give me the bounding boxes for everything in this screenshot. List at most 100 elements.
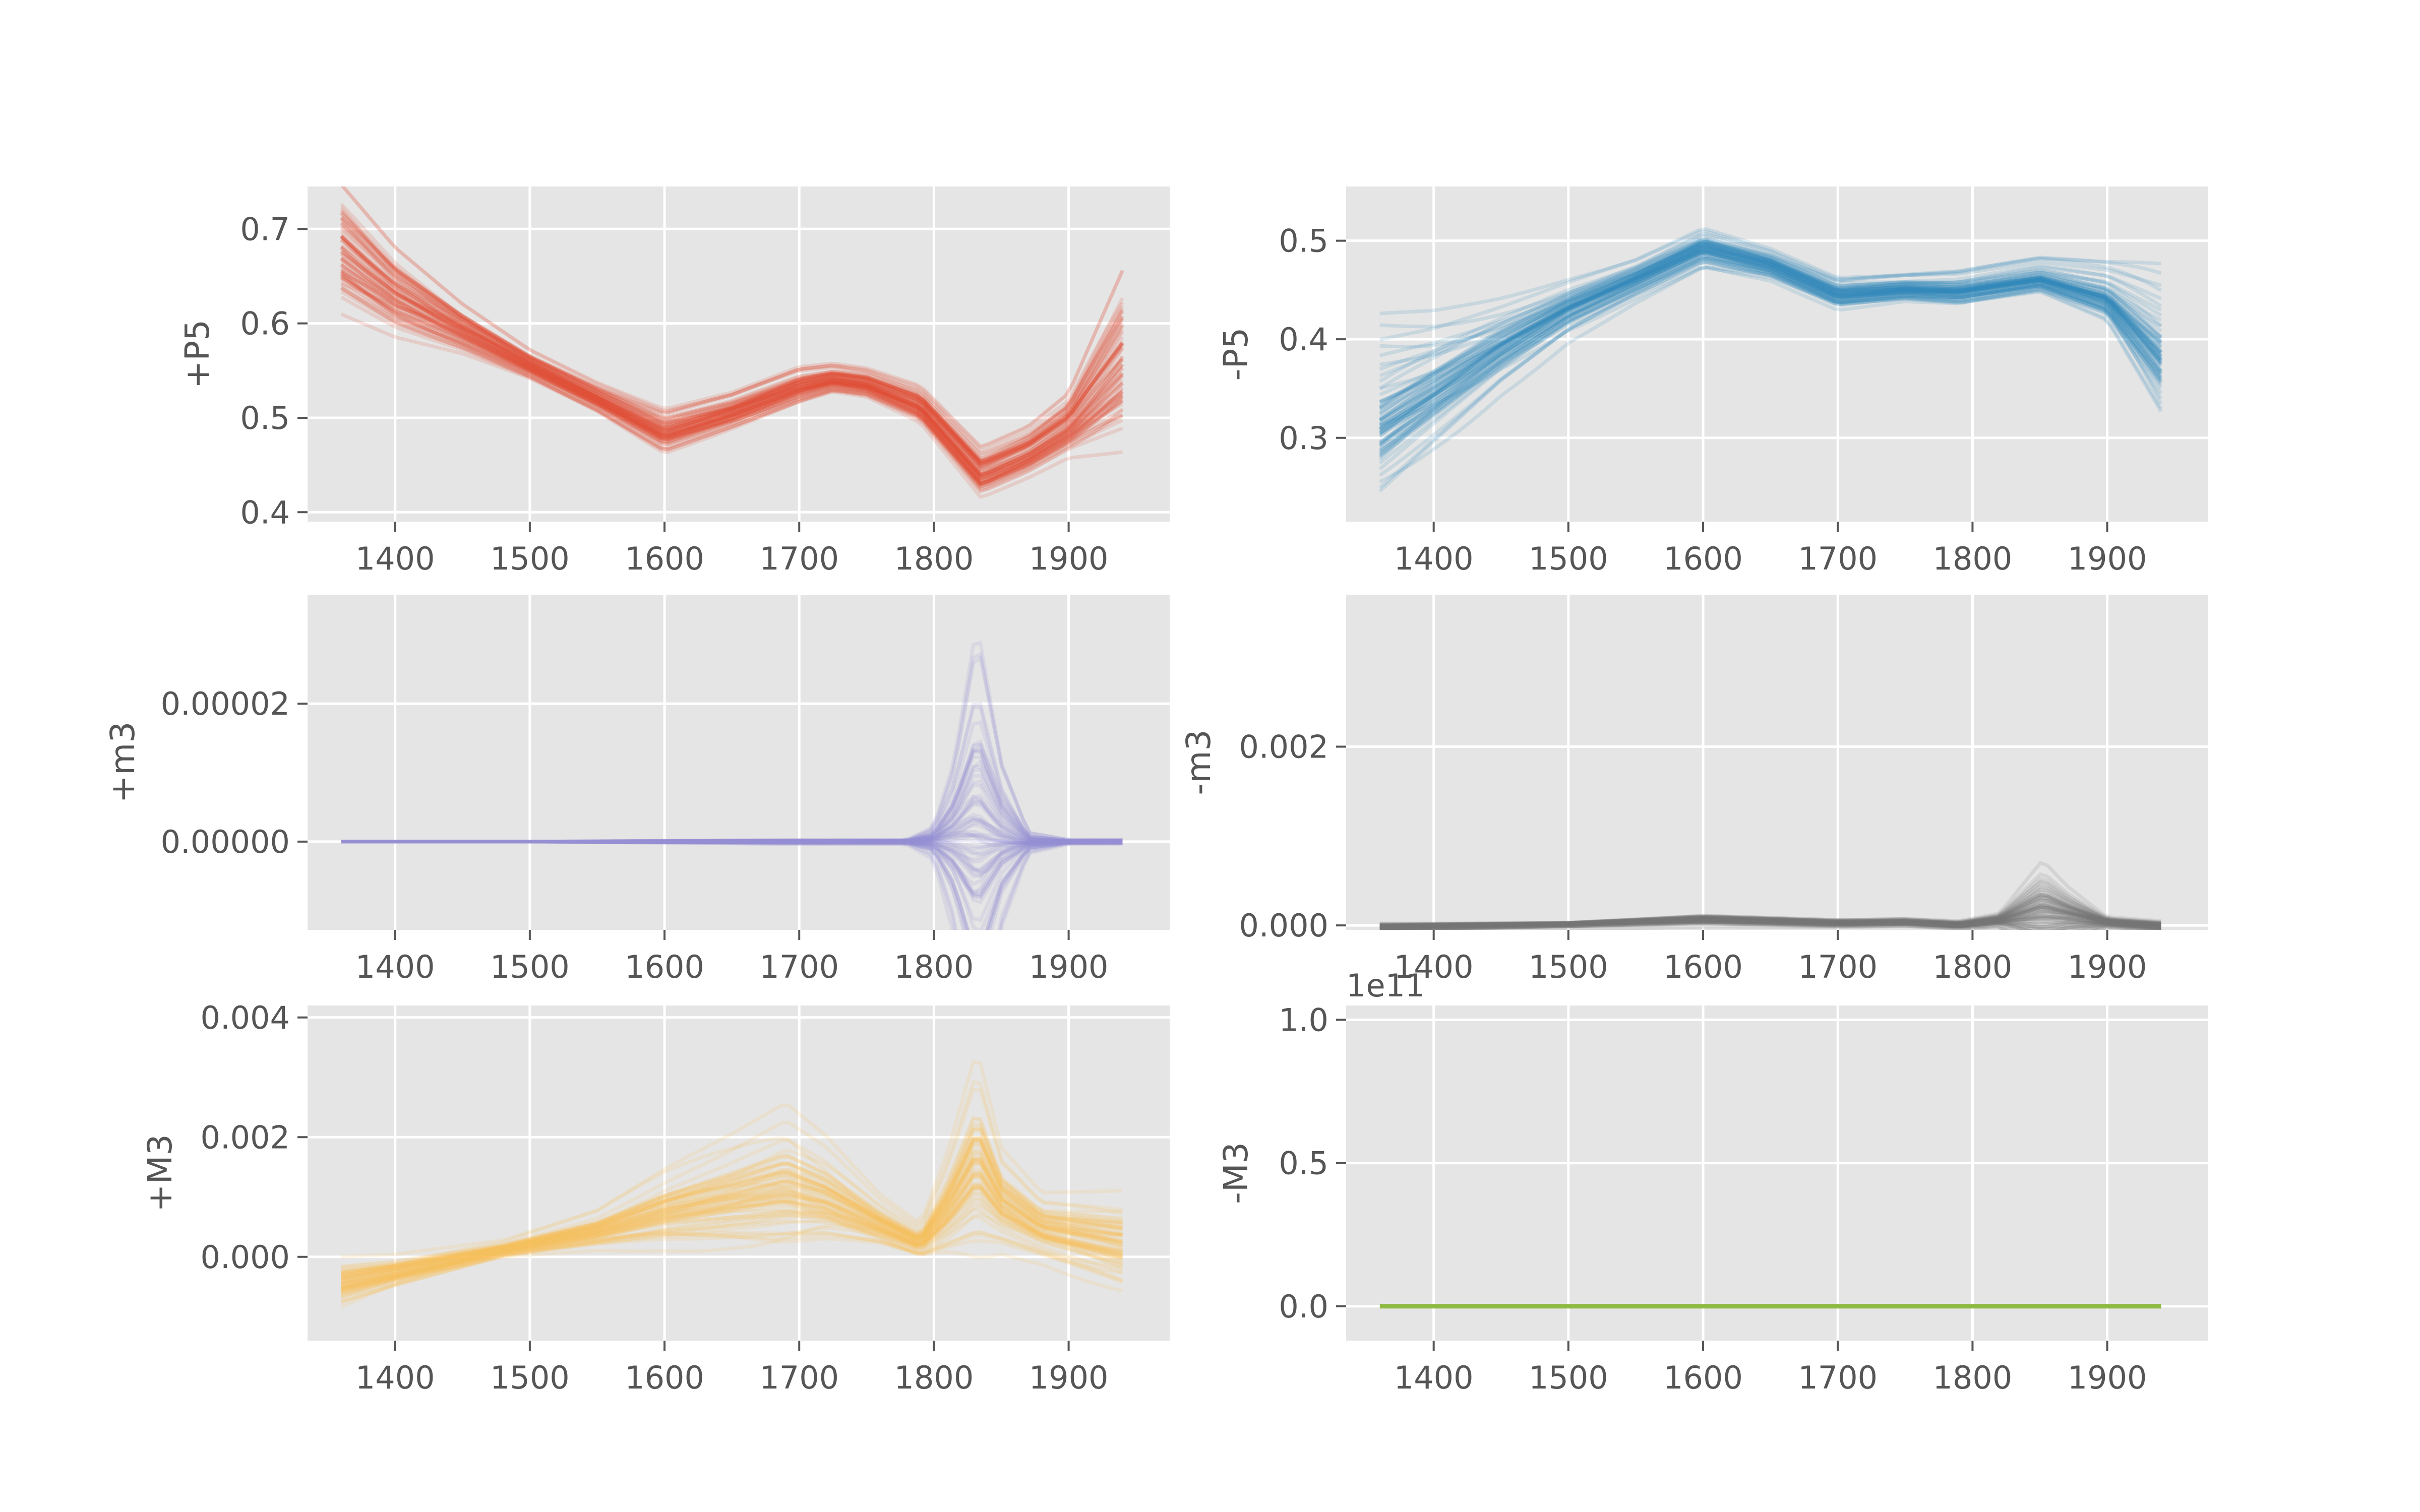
trace [1378,240,2163,432]
trace [1379,906,2161,928]
trace [341,748,1123,844]
trace [1378,254,2163,434]
trace [1378,251,2163,445]
y-tick-label: 0.7 [240,211,290,247]
trace [340,222,1124,471]
trace [1379,916,2161,929]
trace [341,1140,1123,1276]
trace [340,216,1124,464]
trace [1379,905,2161,928]
trace [340,278,1124,481]
trace [1446,924,2136,930]
trace [1379,920,2161,930]
x-tick-label: 1700 [759,540,839,577]
trace [340,1200,1123,1299]
trace [1379,892,2161,928]
trace [1379,921,2161,930]
trace [1379,916,2161,929]
x-tick-label: 1700 [1798,949,1878,985]
trace [1379,917,2161,930]
trace [340,1230,1123,1304]
trace [1379,227,2162,342]
trace [1379,913,2161,928]
trace [341,840,1123,857]
trace [340,253,1124,480]
trace [341,1173,1123,1281]
x-tick-label: 1900 [1029,949,1109,985]
trace [341,793,1123,844]
trace [1379,906,2161,928]
trace [341,820,1123,844]
panel-bottom-right: 1400 1500 1600 1700 1800 1900 0.0 0.5 1.0 -M3 1e11 [1217,967,2208,1396]
trace [1379,921,2161,930]
trace [1379,885,2161,927]
trace [1379,239,2162,349]
trace [341,840,1123,922]
trace [1379,899,2161,928]
trace [1379,241,2162,405]
trace [1378,254,2163,453]
trace [341,838,1123,845]
trace [1379,920,2161,930]
x-tick-label: 1800 [1933,949,2013,985]
trace [341,1172,1123,1292]
panel-top-right: 1400 1500 1600 1700 1800 1900 0.3 0.4 0.5 -P5 [1217,186,2208,577]
y-tick-label: 0.6 [240,305,290,342]
trace [340,1191,1123,1296]
trace [341,833,1123,844]
trace [341,1117,1123,1273]
y-axis-label: -P5 [1217,328,1255,381]
trace [341,652,1123,844]
trace [341,803,1123,844]
trace [1378,257,2163,459]
trace [340,212,1124,456]
trace [340,258,1124,476]
trace [341,839,1123,874]
trace [340,273,1124,477]
trace [341,779,1123,844]
trace [340,186,1124,450]
series--m3 [1379,861,2161,930]
trace [1378,246,2163,452]
axis-offset-text: 1e11 [1346,967,1425,1004]
x-tick-label: 1700 [1798,1359,1878,1396]
trace [1378,257,2163,471]
trace [341,1139,1123,1275]
trace [1379,909,2161,928]
trace [1378,259,2163,445]
x-tick-label: 1600 [625,949,704,985]
trace [341,640,1123,844]
trace [340,268,1124,480]
trace [1379,905,2161,928]
plot-background [1346,1005,2208,1341]
x-tick-label: 1600 [625,540,704,577]
trace [340,1196,1123,1300]
trace [341,742,1123,844]
trace [341,815,1123,845]
trace [1379,245,2162,366]
trace [340,252,1124,478]
trace [341,1160,1123,1285]
trace [1379,895,2161,927]
x-tick-label: 1600 [625,1359,704,1396]
trace [341,1150,1123,1281]
trace [341,840,1123,930]
trace [340,1230,1123,1304]
x-tick-label: 1900 [1029,540,1109,577]
trace [340,263,1124,480]
trace [1378,239,2162,421]
trace [1378,243,2163,446]
trace [340,217,1124,458]
trace [1379,902,2161,929]
trace [341,840,1123,849]
trace [1379,908,2161,929]
trace [1379,888,2161,927]
trace [1379,243,2162,357]
trace [341,1139,1123,1277]
trace [1379,894,2161,928]
trace [340,272,1124,479]
trace [1379,898,2161,928]
trace [340,312,1123,499]
trace [1378,238,2162,410]
trace [340,238,1124,476]
